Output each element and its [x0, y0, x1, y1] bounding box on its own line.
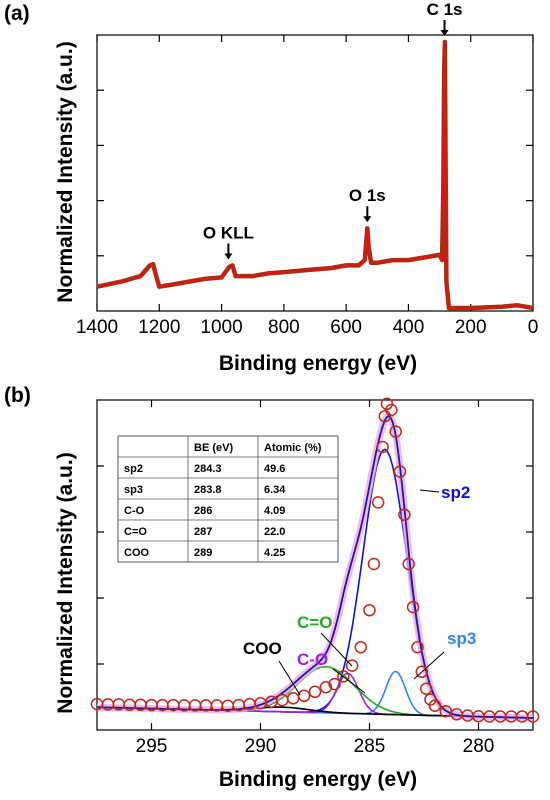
- measured-data-point: [376, 440, 389, 454]
- measured-data-point: [526, 710, 540, 723]
- panel-a-x-tick-label: 0: [528, 317, 539, 338]
- table-cell: 4.09: [264, 505, 285, 517]
- component-leader-line: [413, 651, 445, 680]
- component-leader-line: [320, 632, 353, 667]
- table-cell: 6.34: [264, 484, 286, 496]
- table-header-cell: Atomic (%): [264, 442, 322, 454]
- panel-a-x-tick-label: 1000: [200, 317, 242, 338]
- peak-arrow-head: [363, 216, 372, 223]
- measured-data-point: [297, 689, 311, 703]
- panel-b-x-axis-title: Binding energy (eV): [219, 768, 417, 791]
- component-label: sp2: [441, 483, 470, 502]
- panel-a-x-tick-label: 800: [268, 317, 300, 338]
- panel-a-x-tick-label: 1200: [138, 317, 180, 338]
- table-cell: C-O: [124, 505, 145, 517]
- measured-data-point: [345, 659, 359, 672]
- survey-spectrum-shadow: [96, 39, 534, 311]
- peak-annotation-label: C 1s: [427, 0, 463, 19]
- measured-data-point: [411, 640, 424, 654]
- measured-data-point: [378, 409, 392, 423]
- peak-arrow-head: [440, 30, 449, 36]
- panel-a-plot-area: 1400 1200 1000 800 600 400 200 0 C 1s O 1s O KLL: [76, 0, 538, 338]
- peak-annotation-label: O KLL: [203, 223, 254, 242]
- measured-data-point: [328, 677, 341, 691]
- measured-data-point: [286, 692, 300, 705]
- component-label: C-O: [297, 650, 328, 669]
- panel-b-x-tick-label: 290: [245, 736, 277, 757]
- panel-a-x-tick-label: 200: [455, 317, 487, 338]
- table-cell: 286: [194, 505, 212, 517]
- measured-data-point: [319, 680, 333, 694]
- measured-data-point: [363, 603, 376, 617]
- measured-data-point: [385, 403, 398, 417]
- panel-a-label: (a): [4, 2, 30, 25]
- measured-data-point: [424, 693, 437, 706]
- panel-a-x-tick-label: 600: [330, 317, 362, 338]
- measured-data-point: [398, 508, 411, 521]
- table-cell: 49.6: [264, 463, 285, 475]
- table-cell: 289: [194, 547, 212, 559]
- measured-data-point: [337, 670, 350, 683]
- measured-data-point: [428, 699, 442, 712]
- panel-b-plot-area: 295 290 285 280 sp2 sp3 C=O C-O COO BE (eV) Atomic…: [90, 397, 540, 757]
- panel-a-survey-spectrum: (a) 1400 1200 1000 800 600 400 200 0 C 1s O 1s O K…: [4, 0, 538, 375]
- panel-a-frame: [96, 34, 534, 312]
- peak-arrow-head: [224, 253, 233, 260]
- table-cell: COO: [124, 547, 150, 559]
- table-cell: sp3: [124, 484, 143, 496]
- table-cell: 283.8: [194, 484, 222, 496]
- panel-b-c1s-spectrum: (b) 295 290 285 280 sp2 sp3 C=O C-O COO BE (eV) At…: [4, 384, 540, 791]
- panel-b-x-tick-label: 295: [136, 736, 168, 757]
- measured-data-point: [419, 682, 433, 695]
- measured-data-point: [354, 640, 368, 654]
- panel-b-y-axis-title: Normalized Intensity (a.u.): [54, 452, 77, 713]
- table-cell: 284.3: [194, 463, 222, 475]
- component-label: COO: [243, 639, 282, 658]
- table-cell: 22.0: [264, 526, 285, 538]
- panel-b-x-tick-label: 285: [354, 736, 386, 757]
- component-leader-line: [332, 668, 366, 694]
- table-cell: 4.25: [264, 547, 285, 559]
- component-leader-line: [278, 660, 301, 696]
- panel-a-x-tick-label: 1400: [76, 317, 118, 338]
- component-label: C=O: [297, 613, 332, 632]
- table-cell: 287: [194, 526, 212, 538]
- measured-data-point: [415, 665, 429, 679]
- component-label: sp3: [447, 629, 476, 648]
- measured-data-point: [380, 397, 394, 411]
- panel-b-label: (b): [4, 384, 31, 407]
- panel-a-y-axis-title: Normalized Intensity (a.u.): [54, 41, 77, 302]
- measured-data-point: [371, 496, 385, 509]
- panel-a-x-axis-title: Binding energy (eV): [219, 352, 417, 375]
- table-cell: sp2: [124, 463, 143, 475]
- parameter-table: BE (eV) Atomic (%) sp2 284.3 49.6 sp3 283.8 6.3…: [117, 435, 339, 563]
- measured-data-point: [389, 425, 402, 438]
- panel-b-frame: [96, 399, 534, 731]
- measured-data-point: [367, 557, 381, 571]
- peak-annotation-label: O 1s: [349, 186, 386, 205]
- table-cell: C=O: [124, 526, 147, 538]
- measured-data-point: [406, 600, 420, 614]
- measured-data-point: [402, 557, 415, 571]
- measured-data-point: [393, 465, 407, 478]
- panel-b-x-tick-label: 280: [463, 736, 495, 757]
- survey-spectrum-line: [96, 40, 534, 310]
- panel-a-x-tick-label: 400: [393, 317, 425, 338]
- measured-data-point: [308, 685, 322, 699]
- table-header-cell: BE (eV): [194, 442, 233, 454]
- component-leader-line: [419, 489, 440, 493]
